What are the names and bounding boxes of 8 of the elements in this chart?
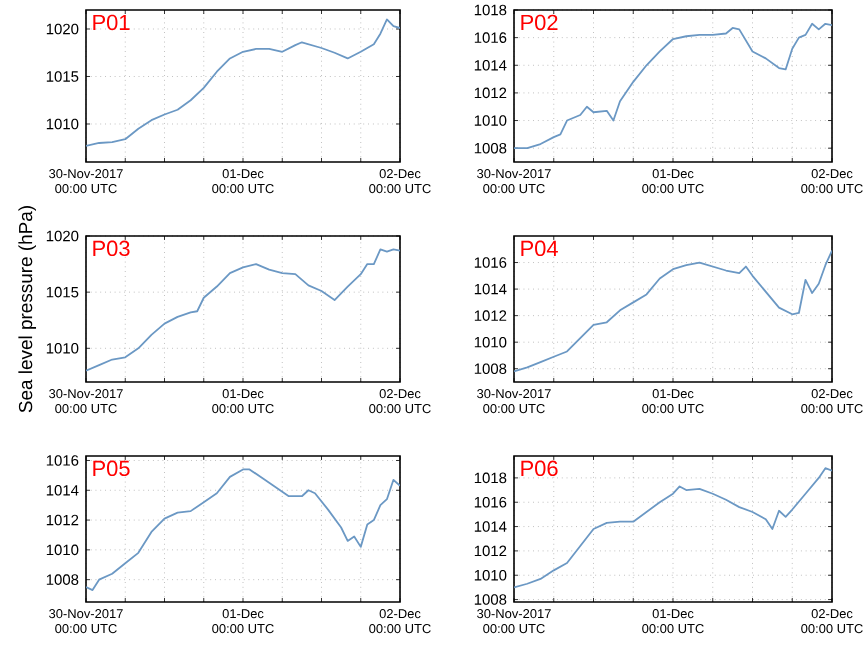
chart-title: P02	[521, 14, 558, 31]
chart-title: P03	[93, 240, 130, 257]
chart-title: P04	[521, 240, 558, 257]
chart-title: P01	[93, 14, 130, 31]
y-axis-title: Sea level pressure (hPa)	[18, 206, 37, 413]
chart-title: P06	[521, 460, 558, 477]
line-series	[86, 18, 401, 147]
chart-title: P05	[93, 460, 130, 477]
